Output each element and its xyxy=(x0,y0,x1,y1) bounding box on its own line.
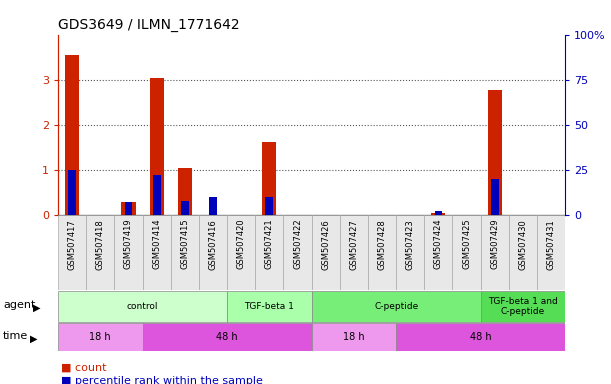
FancyBboxPatch shape xyxy=(312,323,396,351)
Bar xyxy=(488,89,502,215)
Bar xyxy=(209,197,217,215)
Text: 48 h: 48 h xyxy=(216,332,238,342)
Bar xyxy=(68,170,76,215)
Text: GSM507424: GSM507424 xyxy=(434,219,443,270)
FancyBboxPatch shape xyxy=(537,215,565,290)
Text: GSM507421: GSM507421 xyxy=(265,219,274,270)
Bar xyxy=(262,142,276,215)
FancyBboxPatch shape xyxy=(396,323,565,351)
FancyBboxPatch shape xyxy=(86,215,114,290)
Text: GSM507427: GSM507427 xyxy=(349,219,359,270)
Text: ■ count: ■ count xyxy=(61,363,106,373)
FancyBboxPatch shape xyxy=(424,215,453,290)
Text: GSM507423: GSM507423 xyxy=(406,219,415,270)
FancyBboxPatch shape xyxy=(312,215,340,290)
FancyBboxPatch shape xyxy=(368,215,396,290)
Text: C-peptide: C-peptide xyxy=(374,302,419,311)
Text: GSM507429: GSM507429 xyxy=(490,219,499,270)
Bar xyxy=(265,197,273,215)
FancyBboxPatch shape xyxy=(114,215,142,290)
FancyBboxPatch shape xyxy=(340,215,368,290)
Text: TGF-beta 1 and
C-peptide: TGF-beta 1 and C-peptide xyxy=(488,296,558,316)
Bar xyxy=(491,179,499,215)
FancyBboxPatch shape xyxy=(199,215,227,290)
FancyBboxPatch shape xyxy=(396,215,424,290)
FancyBboxPatch shape xyxy=(227,291,312,322)
Text: GSM507422: GSM507422 xyxy=(293,219,302,270)
FancyBboxPatch shape xyxy=(58,323,142,351)
Text: ■ percentile rank within the sample: ■ percentile rank within the sample xyxy=(61,376,263,384)
Bar xyxy=(431,213,445,215)
Text: GSM507430: GSM507430 xyxy=(518,219,527,270)
Text: 18 h: 18 h xyxy=(343,332,365,342)
Text: GSM507415: GSM507415 xyxy=(180,219,189,270)
Bar xyxy=(178,168,192,215)
Text: control: control xyxy=(127,302,158,311)
FancyBboxPatch shape xyxy=(58,291,227,322)
Text: GSM507417: GSM507417 xyxy=(68,219,76,270)
Text: 48 h: 48 h xyxy=(470,332,491,342)
FancyBboxPatch shape xyxy=(481,215,509,290)
FancyBboxPatch shape xyxy=(255,215,284,290)
Bar xyxy=(434,212,442,215)
Text: TGF-beta 1: TGF-beta 1 xyxy=(244,302,295,311)
Text: GSM507431: GSM507431 xyxy=(547,219,555,270)
Text: GSM507418: GSM507418 xyxy=(96,219,105,270)
Bar xyxy=(181,200,189,215)
Text: GSM507419: GSM507419 xyxy=(124,219,133,270)
FancyBboxPatch shape xyxy=(481,291,565,322)
Text: 18 h: 18 h xyxy=(89,332,111,342)
Text: ▶: ▶ xyxy=(30,333,37,343)
Text: GSM507426: GSM507426 xyxy=(321,219,330,270)
Text: ▶: ▶ xyxy=(33,303,40,313)
Text: GSM507414: GSM507414 xyxy=(152,219,161,270)
FancyBboxPatch shape xyxy=(58,215,86,290)
Text: GSM507428: GSM507428 xyxy=(378,219,387,270)
Text: GSM507420: GSM507420 xyxy=(236,219,246,270)
FancyBboxPatch shape xyxy=(170,215,199,290)
FancyBboxPatch shape xyxy=(142,323,312,351)
FancyBboxPatch shape xyxy=(509,215,537,290)
Text: GSM507416: GSM507416 xyxy=(208,219,218,270)
FancyBboxPatch shape xyxy=(453,215,481,290)
Text: agent: agent xyxy=(3,300,35,310)
FancyBboxPatch shape xyxy=(227,215,255,290)
Text: GDS3649 / ILMN_1771642: GDS3649 / ILMN_1771642 xyxy=(58,18,240,32)
Bar xyxy=(153,175,161,215)
Text: time: time xyxy=(3,331,28,341)
Bar xyxy=(125,202,133,215)
Bar xyxy=(122,202,136,215)
Bar xyxy=(65,55,79,215)
FancyBboxPatch shape xyxy=(284,215,312,290)
FancyBboxPatch shape xyxy=(142,215,170,290)
FancyBboxPatch shape xyxy=(312,291,481,322)
Text: GSM507425: GSM507425 xyxy=(462,219,471,270)
Bar xyxy=(150,78,164,215)
